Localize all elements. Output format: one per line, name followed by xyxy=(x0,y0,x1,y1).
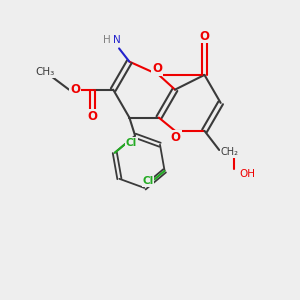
Text: CH₃: CH₃ xyxy=(35,67,54,77)
Text: O: O xyxy=(88,110,98,123)
Text: CH₂: CH₂ xyxy=(221,147,239,158)
Text: O: O xyxy=(70,83,80,96)
Text: H: H xyxy=(103,34,110,45)
Text: N: N xyxy=(113,34,121,45)
Text: Cl: Cl xyxy=(142,176,154,186)
Text: O: O xyxy=(200,29,209,43)
Text: O: O xyxy=(152,62,162,75)
Text: OH: OH xyxy=(239,169,255,179)
Text: O: O xyxy=(171,131,181,144)
Text: Cl: Cl xyxy=(126,138,137,148)
